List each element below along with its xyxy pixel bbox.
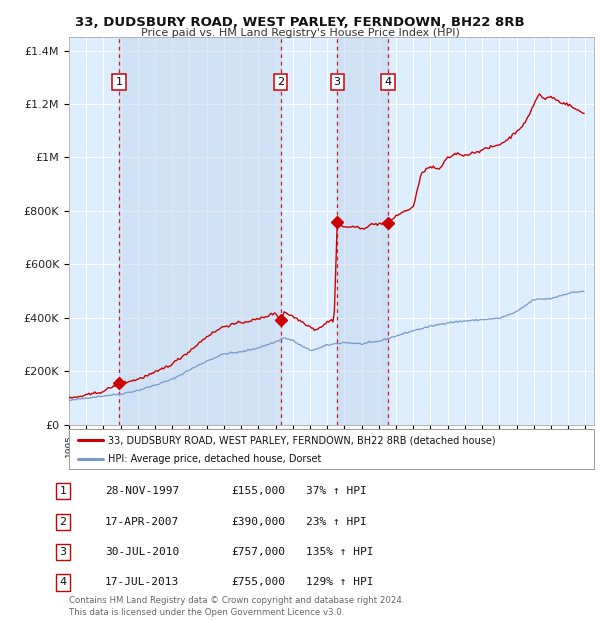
Text: 129% ↑ HPI: 129% ↑ HPI bbox=[306, 577, 373, 588]
Text: 30-JUL-2010: 30-JUL-2010 bbox=[105, 547, 179, 557]
Text: £757,000: £757,000 bbox=[231, 547, 285, 557]
Text: 4: 4 bbox=[59, 577, 67, 588]
Text: £390,000: £390,000 bbox=[231, 516, 285, 527]
Text: 135% ↑ HPI: 135% ↑ HPI bbox=[306, 547, 373, 557]
Text: HPI: Average price, detached house, Dorset: HPI: Average price, detached house, Dors… bbox=[109, 454, 322, 464]
Bar bbox=[337, 37, 388, 425]
Text: Price paid vs. HM Land Registry's House Price Index (HPI): Price paid vs. HM Land Registry's House … bbox=[140, 28, 460, 38]
Text: 28-NOV-1997: 28-NOV-1997 bbox=[105, 486, 179, 497]
Text: 37% ↑ HPI: 37% ↑ HPI bbox=[306, 486, 367, 497]
Text: 1: 1 bbox=[116, 77, 122, 87]
Text: 33, DUDSBURY ROAD, WEST PARLEY, FERNDOWN, BH22 8RB (detached house): 33, DUDSBURY ROAD, WEST PARLEY, FERNDOWN… bbox=[109, 435, 496, 445]
Text: 3: 3 bbox=[59, 547, 67, 557]
Text: £155,000: £155,000 bbox=[231, 486, 285, 497]
Bar bbox=[119, 37, 281, 425]
Text: 2: 2 bbox=[277, 77, 284, 87]
Text: 33, DUDSBURY ROAD, WEST PARLEY, FERNDOWN, BH22 8RB: 33, DUDSBURY ROAD, WEST PARLEY, FERNDOWN… bbox=[75, 16, 525, 29]
Text: 4: 4 bbox=[385, 77, 392, 87]
Text: Contains HM Land Registry data © Crown copyright and database right 2024.
This d: Contains HM Land Registry data © Crown c… bbox=[69, 596, 404, 617]
Text: 23% ↑ HPI: 23% ↑ HPI bbox=[306, 516, 367, 527]
Text: £755,000: £755,000 bbox=[231, 577, 285, 588]
Text: 1: 1 bbox=[59, 486, 67, 497]
Text: 17-JUL-2013: 17-JUL-2013 bbox=[105, 577, 179, 588]
Text: 2: 2 bbox=[59, 516, 67, 527]
Text: 3: 3 bbox=[334, 77, 341, 87]
Text: 17-APR-2007: 17-APR-2007 bbox=[105, 516, 179, 527]
